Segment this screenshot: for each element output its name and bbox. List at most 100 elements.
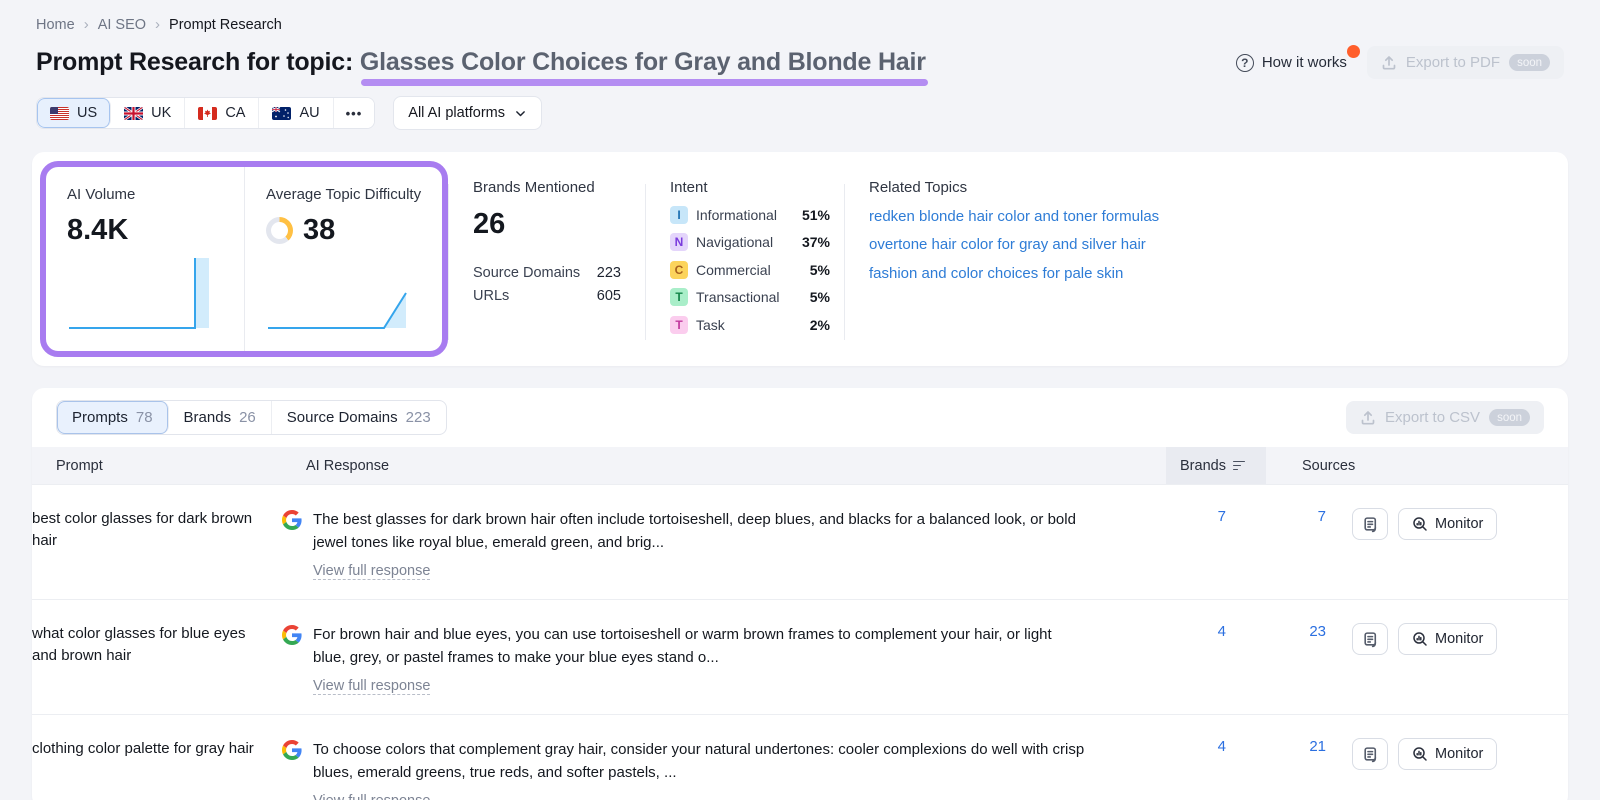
tab-prompts[interactable]: Prompts 78 [57,401,169,434]
intent-transactional-badge: T [670,288,688,306]
intent-name: Navigational [696,234,774,250]
soon-badge: soon [1509,54,1550,71]
country-tab-us[interactable]: US [37,98,112,128]
column-brands-sort[interactable]: Brands [1166,447,1266,484]
top-bar: Home › AI SEO › Prompt Research Prompt R… [0,0,1600,130]
brands-count-cell: 4 [1142,738,1242,800]
brands-mentioned-section: Brands Mentioned 26 Source Domains 223 U… [449,152,645,366]
prompt-text: what color glasses for blue eyes and bro… [32,625,246,664]
country-tab-ca[interactable]: CA [185,98,260,128]
sources-count-cell: 21 [1242,738,1342,800]
uk-flag-icon [124,106,144,120]
tab-count: 78 [135,409,153,426]
ai-volume-metric: AI Volume 8.4K [46,167,244,351]
ai-volume-sparkline [69,258,209,329]
related-topic-link[interactable]: redken blonde hair color and toner formu… [869,207,1160,225]
view-full-response-link[interactable]: View full response [313,563,431,580]
ai-platform-select[interactable]: All AI platforms [393,96,542,130]
intent-section: Intent I Informational 51% N Navigationa… [646,152,844,366]
question-circle-icon: ? [1235,53,1254,72]
intent-task-badge: T [670,315,688,334]
prompts-table-card: Prompts 78 Brands 26 Source Domains 223 … [32,388,1568,800]
notification-dot [1346,44,1360,58]
intent-commercial-badge: C [670,260,688,279]
copy-response-button[interactable] [1352,623,1388,655]
brands-count-link[interactable]: 7 [1217,508,1226,525]
intent-name: Commercial [696,261,771,278]
copy-response-button[interactable] [1352,508,1388,540]
related-topic-link[interactable]: overtone hair color for gray and silver … [869,236,1146,253]
sources-count-link[interactable]: 7 [1317,508,1326,525]
tab-source-domains[interactable]: Source Domains 223 [272,401,446,434]
how-it-works-link[interactable]: ? How it works [1235,44,1360,72]
table-header: Prompt AI Response Brands Sources [32,447,1568,484]
sort-descending-icon [1232,460,1245,471]
google-icon [282,510,302,530]
country-tab-uk[interactable]: UK [111,98,186,128]
topic-difficulty-value: 38 [303,214,336,246]
intent-percent: 37% [801,234,830,250]
document-copy-icon [1363,516,1376,532]
column-ai-response: AI Response [306,457,390,474]
upload-icon [1381,55,1397,71]
monitor-label: Monitor [1435,516,1484,532]
divider [645,184,646,340]
chevron-down-icon [516,110,525,116]
highlight-box: AI Volume 8.4K Average Topic Difficulty … [40,161,448,357]
google-icon [282,625,302,645]
export-pdf-label: Export to PDF [1405,54,1501,71]
divider [844,184,845,340]
export-pdf-button[interactable]: Export to PDF soon [1366,46,1564,79]
country-label: AU [299,105,320,121]
ai-volume-label: AI Volume [67,186,136,203]
tab-count: 26 [239,409,256,426]
tab-count: 223 [405,409,431,426]
intent-name: Transactional [696,289,780,305]
view-full-response-link[interactable]: View full response [313,793,430,800]
country-label: US [77,105,98,121]
country-tabs: US UK CA AU ••• [36,97,376,129]
export-csv-button[interactable]: Export to CSV soon [1346,401,1544,434]
intent-percent: 5% [809,261,830,278]
chevron-right-icon: › [155,16,161,33]
document-copy-icon [1363,746,1376,762]
monitor-button[interactable]: Monitor [1398,623,1498,655]
source-domains-value: 223 [596,265,621,281]
breadcrumb: Home › AI SEO › Prompt Research [36,16,1564,33]
sources-count-cell: 23 [1242,623,1342,695]
sources-count-link[interactable]: 21 [1309,738,1326,755]
chevron-right-icon: › [83,16,89,33]
intent-percent: 2% [809,316,830,333]
us-flag-icon [50,106,69,120]
ca-flag-icon [198,106,218,120]
column-brands-label: Brands [1180,457,1226,474]
google-icon [282,740,302,760]
monitor-search-icon [1413,747,1427,761]
related-topics-label: Related Topics [869,179,968,196]
country-tab-au[interactable]: AU [259,98,334,128]
intent-row: N Navigational 37% [670,233,830,251]
breadcrumb-home[interactable]: Home [36,16,75,33]
intent-row: T Transactional 5% [670,288,830,306]
sources-count-link[interactable]: 23 [1309,623,1326,640]
column-prompt: Prompt [56,457,103,474]
intent-label: Intent [670,179,708,196]
source-domains-stat: Source Domains 223 [473,265,621,281]
related-topics-section: Related Topics redken blonde hair color … [845,152,1568,366]
brands-count-cell: 4 [1142,623,1242,695]
related-topic-link[interactable]: fashion and color choices for pale skin [869,264,1124,282]
view-full-response-link[interactable]: View full response [313,678,431,695]
intent-row: C Commercial 5% [670,260,830,279]
monitor-search-icon [1413,632,1427,646]
tab-brands[interactable]: Brands 26 [169,401,272,434]
monitor-button[interactable]: Monitor [1398,738,1498,770]
monitor-button[interactable]: Monitor [1398,508,1498,540]
breadcrumb-current: Prompt Research [169,16,282,33]
sources-count-cell: 7 [1242,508,1342,580]
more-countries-button[interactable]: ••• [333,98,375,128]
brands-count-link[interactable]: 4 [1217,623,1226,640]
breadcrumb-ai-seo[interactable]: AI SEO [97,16,147,33]
brands-count-link[interactable]: 4 [1217,738,1226,755]
upload-icon [1360,410,1376,426]
copy-response-button[interactable] [1352,738,1388,770]
